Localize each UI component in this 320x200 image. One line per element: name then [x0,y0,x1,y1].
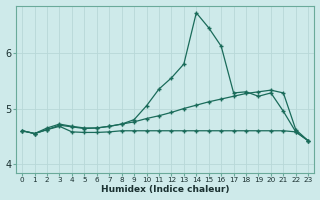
X-axis label: Humidex (Indice chaleur): Humidex (Indice chaleur) [101,185,229,194]
